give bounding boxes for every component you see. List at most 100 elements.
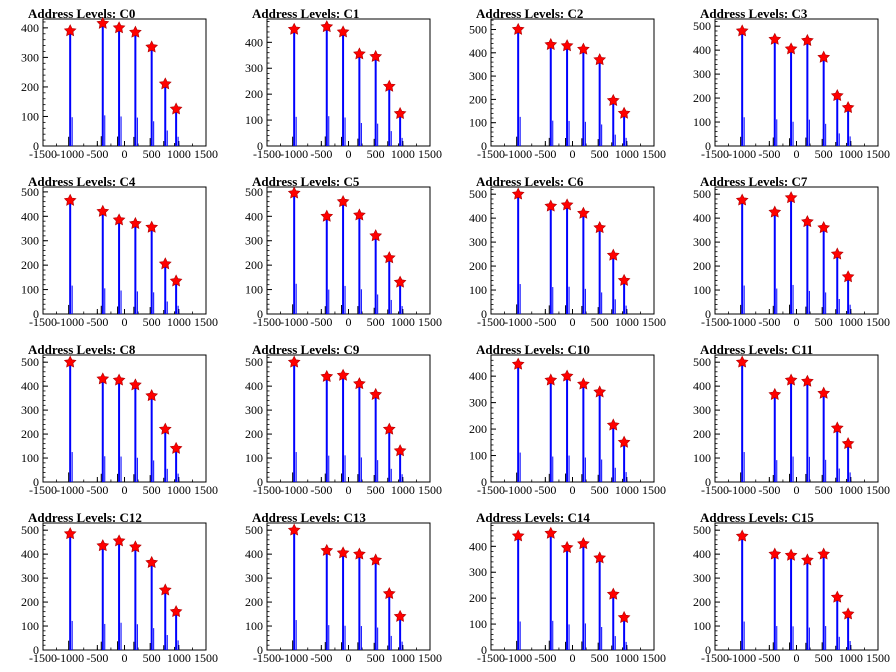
x-tick-label: -1000 bbox=[504, 483, 532, 497]
x-tick-label: -1500 bbox=[477, 651, 505, 665]
y-tick-label: 0 bbox=[481, 139, 487, 153]
y-tick-label: 500 bbox=[21, 355, 39, 369]
peak-marker bbox=[577, 42, 590, 55]
peak-marker bbox=[593, 551, 607, 564]
x-tick-label: 500 bbox=[143, 483, 161, 497]
y-tick-label: 0 bbox=[705, 307, 711, 321]
x-tick-label: 500 bbox=[591, 315, 609, 329]
chart-title: Address Levels: C15 bbox=[700, 510, 814, 525]
plot-frame bbox=[42, 522, 207, 651]
chart-svg: 0 100 200 300 400 500 -1500 -1000 -500 0 500 1000 15… bbox=[21, 185, 218, 329]
x-tick-label: 1500 bbox=[418, 651, 442, 665]
peak-marker bbox=[287, 22, 301, 35]
y-tick-label: 200 bbox=[693, 595, 711, 609]
x-tick-label: -1000 bbox=[728, 651, 756, 665]
peak-marker bbox=[801, 553, 814, 566]
peak-marker bbox=[784, 191, 798, 204]
y-tick-label: 0 bbox=[33, 475, 39, 489]
y-tick-label: 100 bbox=[693, 619, 711, 633]
x-tick-label: 1500 bbox=[642, 315, 666, 329]
peak-marker bbox=[320, 20, 334, 33]
y-tick-label: 0 bbox=[705, 475, 711, 489]
y-tick-label: 400 bbox=[21, 21, 39, 35]
chart-svg: 0 100 200 300 400 500 -1500 -1000 -500 0 500 1000 15… bbox=[245, 354, 442, 497]
x-tick-label: 1000 bbox=[167, 315, 191, 329]
y-tick-label: 300 bbox=[693, 403, 711, 417]
x-tick-label: 0 bbox=[122, 147, 128, 161]
peak-marker bbox=[544, 526, 558, 539]
peak-marker bbox=[353, 377, 366, 390]
peak-marker bbox=[169, 102, 183, 115]
x-tick-label: -1000 bbox=[56, 651, 84, 665]
peak-marker bbox=[560, 369, 574, 382]
y-tick-label: 300 bbox=[693, 67, 711, 81]
peak-marker bbox=[169, 274, 183, 287]
y-tick-label: 400 bbox=[469, 369, 487, 383]
x-tick-label: 1000 bbox=[391, 315, 415, 329]
chart-panel: 0 100 200 300 400 500 -1500 -1000 -500 0 500 1000 15… bbox=[0, 504, 224, 672]
y-tick-label: 100 bbox=[693, 283, 711, 297]
y-tick-label: 100 bbox=[469, 116, 487, 130]
peak-marker bbox=[112, 534, 126, 547]
y-tick-label: 100 bbox=[693, 451, 711, 465]
chart-panel: 0 100 200 300 400 500 -1500 -1000 -500 0 500 1000 15… bbox=[0, 168, 224, 336]
peak-marker bbox=[830, 247, 844, 260]
x-tick-label: 1500 bbox=[194, 315, 218, 329]
y-tick-label: 100 bbox=[21, 109, 39, 123]
peak-marker bbox=[801, 33, 814, 46]
plot-frame bbox=[714, 186, 879, 315]
x-tick-label: -500 bbox=[310, 147, 332, 161]
y-tick-label: 400 bbox=[245, 35, 263, 49]
peak-marker bbox=[593, 221, 607, 234]
chart-panel: 0 100 200 300 400 -1500 -1000 -500 0 500 1000 1500 A… bbox=[0, 0, 224, 168]
peak-marker bbox=[593, 53, 607, 66]
peak-marker bbox=[353, 47, 366, 60]
peak-marker bbox=[801, 374, 814, 387]
peak-marker bbox=[158, 583, 172, 596]
peak-marker bbox=[841, 607, 855, 620]
y-tick-label: 400 bbox=[21, 547, 39, 561]
y-tick-label: 0 bbox=[257, 307, 263, 321]
y-tick-label: 100 bbox=[469, 617, 487, 631]
x-tick-label: 1500 bbox=[642, 651, 666, 665]
chart-panel: 0 100 200 300 400 -1500 -1000 -500 0 500 1000 1500 A… bbox=[224, 0, 448, 168]
y-tick-label: 0 bbox=[33, 139, 39, 153]
x-tick-label: -1500 bbox=[253, 315, 281, 329]
peak-marker bbox=[145, 40, 159, 53]
x-tick-label: 0 bbox=[346, 483, 352, 497]
chart-title: Address Levels: C14 bbox=[476, 510, 590, 525]
y-tick-label: 200 bbox=[245, 595, 263, 609]
y-tick-label: 500 bbox=[245, 185, 263, 199]
peak-marker bbox=[606, 418, 620, 431]
chart-svg: 0 100 200 300 400 500 -1500 -1000 -500 0 500 1000 15… bbox=[21, 522, 218, 665]
chart-panel: 0 100 200 300 400 -1500 -1000 -500 0 500 1000 1500 A… bbox=[448, 504, 672, 672]
y-tick-label: 300 bbox=[245, 61, 263, 75]
x-tick-label: 1500 bbox=[418, 315, 442, 329]
x-tick-label: -1500 bbox=[29, 147, 57, 161]
y-tick-label: 300 bbox=[21, 403, 39, 417]
peak-marker bbox=[129, 25, 142, 38]
y-tick-label: 500 bbox=[693, 19, 711, 33]
peak-marker bbox=[129, 216, 142, 230]
y-tick-label: 500 bbox=[469, 187, 487, 201]
chart-panel: 0 100 200 300 400 500 -1500 -1000 -500 0 500 1000 15… bbox=[448, 0, 672, 168]
x-tick-label: -500 bbox=[758, 147, 780, 161]
x-tick-label: 1000 bbox=[839, 483, 863, 497]
peak-marker bbox=[145, 555, 159, 568]
peak-marker bbox=[158, 77, 172, 90]
x-tick-label: -1500 bbox=[29, 315, 57, 329]
x-tick-label: -1000 bbox=[280, 651, 308, 665]
chart-title: Address Levels: C5 bbox=[252, 174, 360, 189]
chart-title: Address Levels: C6 bbox=[476, 174, 584, 189]
x-tick-label: 0 bbox=[794, 315, 800, 329]
x-tick-label: 1500 bbox=[418, 483, 442, 497]
x-tick-label: -1000 bbox=[56, 147, 84, 161]
y-tick-label: 300 bbox=[469, 565, 487, 579]
chart-title: Address Levels: C12 bbox=[28, 510, 142, 525]
y-tick-label: 200 bbox=[469, 92, 487, 106]
x-tick-label: 1500 bbox=[866, 483, 890, 497]
chart-svg: 0 100 200 300 400 500 -1500 -1000 -500 0 500 1000 15… bbox=[469, 186, 666, 329]
chart-svg: 0 100 200 300 400 500 -1500 -1000 -500 0 500 1000 15… bbox=[693, 18, 890, 161]
y-tick-label: 100 bbox=[469, 283, 487, 297]
